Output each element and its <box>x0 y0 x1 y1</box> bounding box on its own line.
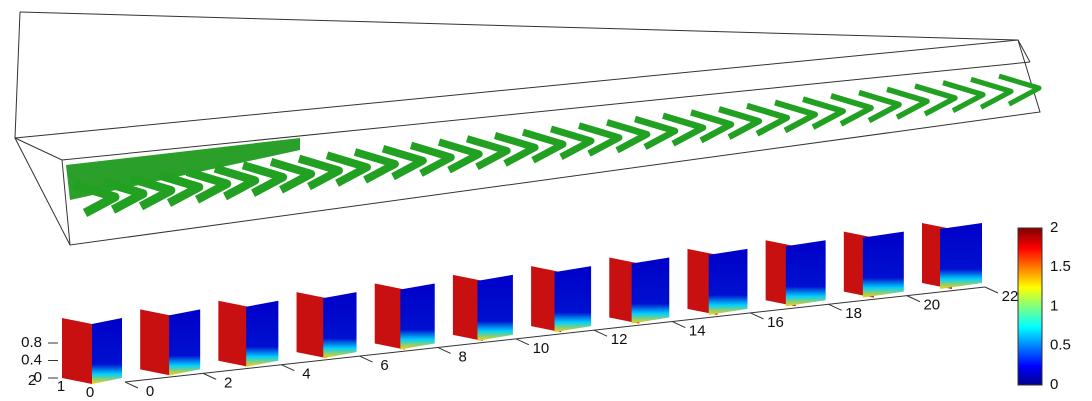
colorbar-tick-label: 0 <box>1050 376 1058 393</box>
x-tick-label: 14 <box>689 323 706 340</box>
slice-red <box>140 309 170 375</box>
x-tick <box>203 373 216 379</box>
x-tick-label: 10 <box>533 340 550 357</box>
slice-blue <box>246 301 278 367</box>
x-tick-label: 6 <box>380 357 388 374</box>
x-tick-label: 16 <box>767 314 784 331</box>
slice-red <box>297 292 327 358</box>
y-tick-label: 2 <box>28 372 36 389</box>
x-tick <box>829 304 842 310</box>
slices <box>62 223 982 384</box>
slice-blue <box>940 223 982 289</box>
y-tick-label: 0 <box>86 384 94 401</box>
x-tick-label: 12 <box>611 331 628 348</box>
x-tick-label: 8 <box>459 348 467 365</box>
x-tick-label: 18 <box>845 305 862 322</box>
slice-blue <box>169 309 200 375</box>
colorbar-tick-label: 2 <box>1050 219 1058 236</box>
slice-blue <box>863 232 904 298</box>
box <box>15 12 1040 245</box>
slice-red <box>375 283 405 349</box>
x-tick-label: 4 <box>302 366 310 383</box>
x-tick-label: 2 <box>224 374 232 391</box>
x-tick <box>516 339 529 345</box>
x-tick <box>125 382 138 388</box>
colorbar-tick-label: 1 <box>1050 297 1058 314</box>
slice-blue <box>92 318 122 384</box>
slice-red <box>62 318 92 384</box>
x-tick <box>281 365 294 371</box>
x-tick-label: 0 <box>146 383 154 400</box>
x-tick-label: 22 <box>1002 288 1019 305</box>
x-tick <box>594 330 607 336</box>
x-tick <box>360 356 373 362</box>
colorbar-tick-label: 1.5 <box>1050 258 1071 275</box>
slice-blue <box>400 283 434 349</box>
colorbar-tick-label: 0.5 <box>1050 337 1071 354</box>
slice-blue <box>786 240 826 306</box>
slice-blue <box>709 249 748 315</box>
slice-blue <box>555 266 592 332</box>
x-tick <box>438 347 451 353</box>
y-tick-label: 1 <box>57 378 65 395</box>
x-tick-label: 20 <box>923 297 940 314</box>
figure: 02468101214161820220.80.4021021.510.50 <box>0 0 1092 401</box>
colorbar <box>1018 228 1042 385</box>
x-tick <box>750 313 763 319</box>
slice-blue <box>477 275 512 341</box>
slice-blue <box>632 258 670 324</box>
z-tick-label: 0.8 <box>21 334 42 351</box>
z-tick-label: 0.4 <box>21 351 42 368</box>
x-tick <box>985 287 998 293</box>
slice-red <box>218 301 248 367</box>
slice-blue <box>323 292 356 358</box>
x-tick <box>672 322 685 328</box>
x-tick <box>907 296 920 302</box>
